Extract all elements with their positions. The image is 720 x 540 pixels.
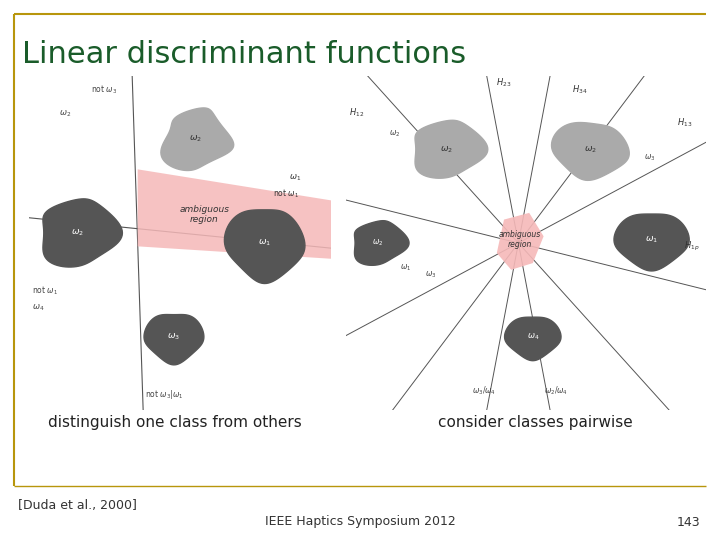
Polygon shape bbox=[552, 123, 629, 180]
Text: Linear discriminant functions: Linear discriminant functions bbox=[22, 40, 466, 69]
Text: $\omega_2$: $\omega_2$ bbox=[584, 144, 597, 154]
Text: $\omega_3$: $\omega_3$ bbox=[168, 332, 181, 342]
Text: $\omega_1$: $\omega_1$ bbox=[400, 263, 411, 273]
Text: $H_{34}$: $H_{34}$ bbox=[572, 83, 588, 96]
Text: not $\omega_3|\omega_1$: not $\omega_3|\omega_1$ bbox=[145, 388, 184, 401]
Text: $H_{12}$: $H_{12}$ bbox=[349, 107, 364, 119]
Text: $\omega_2/\omega_4$: $\omega_2/\omega_4$ bbox=[544, 384, 567, 397]
Polygon shape bbox=[138, 170, 346, 260]
Polygon shape bbox=[43, 199, 122, 267]
Text: $\omega_2$: $\omega_2$ bbox=[71, 228, 84, 238]
Text: $\omega_2$: $\omega_2$ bbox=[372, 238, 384, 248]
Text: ambiguous
region: ambiguous region bbox=[179, 205, 229, 224]
Text: $H_{13}$: $H_{13}$ bbox=[677, 117, 692, 129]
Polygon shape bbox=[161, 108, 234, 171]
Text: 143: 143 bbox=[676, 516, 700, 529]
Polygon shape bbox=[505, 317, 561, 361]
Text: consider classes pairwise: consider classes pairwise bbox=[438, 415, 632, 429]
Text: not $\omega_1$: not $\omega_1$ bbox=[32, 284, 58, 296]
Polygon shape bbox=[225, 210, 305, 284]
Polygon shape bbox=[415, 120, 488, 178]
Text: not $\omega_1$: not $\omega_1$ bbox=[273, 187, 299, 200]
Text: IEEE Haptics Symposium 2012: IEEE Haptics Symposium 2012 bbox=[265, 516, 455, 529]
Polygon shape bbox=[354, 221, 409, 265]
Text: $\omega_2$: $\omega_2$ bbox=[59, 109, 71, 119]
Text: $\omega_2$: $\omega_2$ bbox=[189, 134, 202, 145]
Text: [Duda et al., 2000]: [Duda et al., 2000] bbox=[18, 498, 137, 511]
Text: $\omega_4$: $\omega_4$ bbox=[526, 332, 539, 342]
Polygon shape bbox=[614, 214, 689, 271]
Polygon shape bbox=[144, 314, 204, 365]
Text: $\omega_4$: $\omega_4$ bbox=[32, 303, 44, 313]
Text: $\omega_1$: $\omega_1$ bbox=[289, 172, 301, 183]
Text: $\omega_2$: $\omega_2$ bbox=[389, 129, 400, 139]
Text: ambiguous
region: ambiguous region bbox=[499, 230, 541, 249]
Text: $H_{23}$: $H_{23}$ bbox=[496, 77, 512, 89]
Text: $\omega_1$: $\omega_1$ bbox=[645, 234, 658, 245]
Text: $\omega_2$: $\omega_2$ bbox=[440, 144, 453, 154]
Text: $H_{1p}$: $H_{1p}$ bbox=[684, 240, 700, 253]
Text: $\omega_3$: $\omega_3$ bbox=[425, 269, 436, 280]
Text: not $\omega_3$: not $\omega_3$ bbox=[91, 83, 117, 96]
Text: $\omega_1$: $\omega_1$ bbox=[258, 238, 271, 248]
Polygon shape bbox=[497, 213, 544, 270]
Text: $\omega_3/\omega_4$: $\omega_3/\omega_4$ bbox=[472, 384, 495, 397]
Text: $\omega_3$: $\omega_3$ bbox=[644, 152, 656, 163]
Text: distinguish one class from others: distinguish one class from others bbox=[48, 415, 302, 429]
